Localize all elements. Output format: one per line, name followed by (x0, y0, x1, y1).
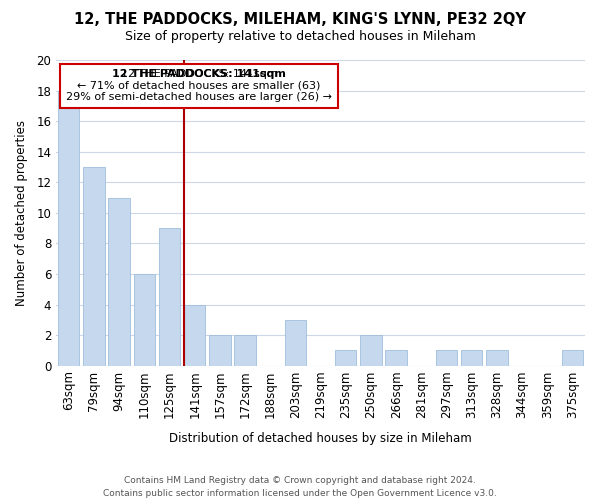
Text: 12, THE PADDOCKS, MILEHAM, KING'S LYNN, PE32 2QY: 12, THE PADDOCKS, MILEHAM, KING'S LYNN, … (74, 12, 526, 28)
X-axis label: Distribution of detached houses by size in Mileham: Distribution of detached houses by size … (169, 432, 472, 445)
Bar (461, 350, 482, 366)
Bar (83, 167, 104, 366)
Bar (58, 90, 79, 366)
Bar (385, 350, 407, 366)
Bar (436, 350, 457, 366)
Text: Contains HM Land Registry data © Crown copyright and database right 2024.
Contai: Contains HM Land Registry data © Crown c… (103, 476, 497, 498)
Text: Size of property relative to detached houses in Mileham: Size of property relative to detached ho… (125, 30, 475, 43)
Bar (184, 304, 205, 366)
Y-axis label: Number of detached properties: Number of detached properties (15, 120, 28, 306)
Bar (159, 228, 180, 366)
Bar (562, 350, 583, 366)
Bar (486, 350, 508, 366)
Bar (285, 320, 306, 366)
Text: 12 THE PADDOCKS: 141sqm
← 71% of detached houses are smaller (63)
29% of semi-de: 12 THE PADDOCKS: 141sqm ← 71% of detache… (66, 69, 332, 102)
Bar (360, 335, 382, 366)
Bar (109, 198, 130, 366)
Bar (235, 335, 256, 366)
Bar (335, 350, 356, 366)
Text: 12 THE PADDOCKS: 141sqm: 12 THE PADDOCKS: 141sqm (112, 69, 286, 79)
Bar (134, 274, 155, 366)
Bar (209, 335, 230, 366)
